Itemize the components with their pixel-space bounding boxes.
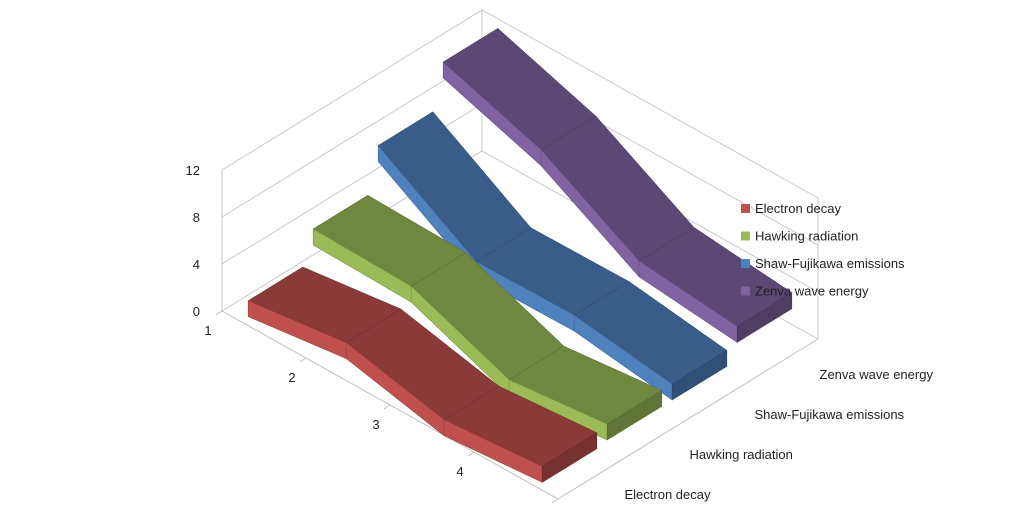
ribbon-end-cap (541, 432, 598, 483)
legend-label: Shaw-Fujikawa emissions (755, 256, 905, 271)
legend-swatch (741, 286, 750, 296)
series-axis-label: Electron decay (625, 487, 711, 502)
series-axis-label: Hawking radiation (690, 447, 793, 462)
legend-label: Hawking radiation (755, 229, 858, 244)
series-ribbon-1 (312, 195, 663, 441)
category-tick (215, 310, 223, 316)
category-label: 4 (456, 464, 463, 479)
y-tick-label: 8 (193, 210, 200, 225)
category-label: 2 (288, 370, 295, 385)
legend-swatch (741, 204, 750, 213)
legend-swatch (741, 231, 750, 241)
category-tick (383, 404, 391, 410)
y-tick-label: 0 (193, 304, 200, 319)
category-tick (467, 451, 475, 457)
category-tick (551, 498, 559, 504)
ribbon-end-cap (606, 389, 663, 441)
y-tick-label: 4 (193, 257, 200, 272)
series-ribbon-2 (377, 111, 728, 401)
ribbon-end-cap (671, 349, 728, 401)
ribbon-end-cap (736, 292, 793, 343)
legend-label: Zenva wave energy (755, 284, 869, 299)
legend-label: Electron decay (755, 201, 841, 216)
legend-swatch (741, 259, 750, 268)
chart-legend: Electron decay Hawking radiation Shaw-Fuji… (741, 201, 905, 299)
series-axis-label: Shaw-Fujikawa emissions (755, 407, 905, 422)
chart-series-ribbons (247, 28, 793, 483)
series-ribbon-0 (247, 266, 598, 483)
series-ribbon-3 (442, 28, 793, 343)
y-tick-label: 12 (186, 163, 200, 178)
category-label: 3 (372, 417, 379, 432)
series-axis-label: Zenva wave energy (820, 367, 934, 382)
category-tick (299, 357, 307, 363)
category-label: 1 (204, 323, 211, 338)
